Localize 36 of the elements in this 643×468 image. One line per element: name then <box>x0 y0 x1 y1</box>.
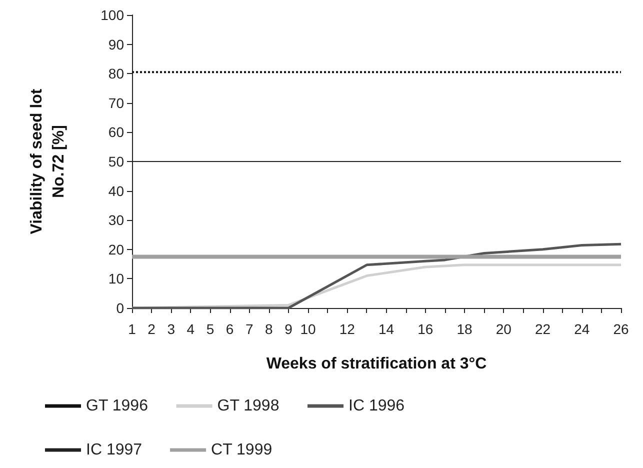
x-tick-label: 2 <box>148 321 156 337</box>
y-tick-label: 30 <box>108 212 124 228</box>
x-tick-label: 12 <box>339 321 356 337</box>
y-tick-label: 80 <box>108 66 124 82</box>
y-tick-label: 100 <box>100 7 124 23</box>
legend-label: GT 1996 <box>86 398 148 414</box>
x-tick-label: 10 <box>300 321 316 337</box>
x-tick-label: 7 <box>245 321 254 337</box>
x-tick-label: 1 <box>128 321 136 337</box>
y-tick-label: 0 <box>116 300 124 316</box>
x-tick-label: 16 <box>418 321 434 337</box>
y-tick-label: 50 <box>108 154 124 170</box>
x-tick-label: 18 <box>456 321 473 337</box>
legend-label: IC 1996 <box>348 398 405 414</box>
x-tick-label: 3 <box>167 321 176 337</box>
x-tick-label: 24 <box>574 321 590 337</box>
legend-label: IC 1997 <box>86 442 142 458</box>
x-axis-title: Weeks of stratification at 3°C <box>266 356 488 372</box>
y-axis-title: Viability of seed lot No.72 [%] <box>28 88 68 234</box>
x-tick-label: 5 <box>206 321 214 337</box>
legend-label: GT 1998 <box>217 398 280 414</box>
y-tick-label: 90 <box>108 36 124 52</box>
x-tick-label: 8 <box>265 321 274 337</box>
legend-label: CT 1999 <box>211 442 272 458</box>
x-tick-label: 6 <box>226 321 234 337</box>
x-tick-label: 26 <box>613 321 629 337</box>
y-tick-label: 60 <box>108 124 124 140</box>
y-tick-label: 10 <box>108 270 124 287</box>
x-tick-label: 9 <box>284 321 293 337</box>
x-tick-label: 4 <box>186 321 195 337</box>
y-tick-label: 70 <box>108 94 124 111</box>
x-tick-label: 14 <box>378 321 394 337</box>
y-tick-label: 20 <box>108 241 124 258</box>
x-tick-label: 22 <box>534 321 551 337</box>
x-tick-label: 20 <box>496 321 512 337</box>
y-tick-label: 40 <box>108 182 124 199</box>
